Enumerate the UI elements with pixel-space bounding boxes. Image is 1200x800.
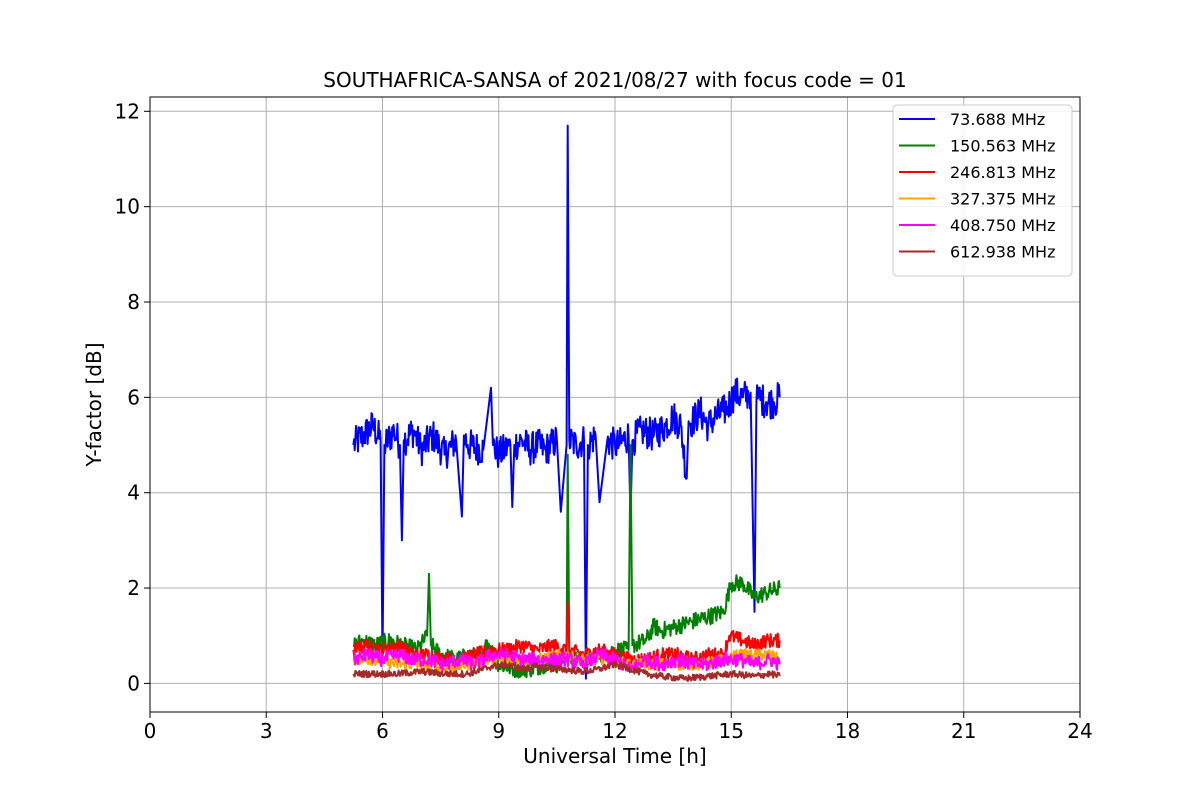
x-tick-label: 6 (376, 719, 389, 743)
legend-entry: 408.750 MHz (950, 216, 1055, 235)
y-tick-label: 6 (127, 385, 140, 409)
x-tick-label: 0 (144, 719, 157, 743)
y-axis-label: Y-factor [dB] (82, 342, 106, 467)
x-axis-label: Universal Time [h] (523, 744, 706, 768)
legend-entry: 246.813 MHz (950, 163, 1055, 182)
series-line (352, 647, 781, 673)
x-tick-label: 3 (260, 719, 273, 743)
chart-title: SOUTHAFRICA-SANSA of 2021/08/27 with foc… (323, 68, 907, 92)
y-tick-label: 0 (127, 671, 140, 695)
legend-entry: 327.375 MHz (950, 190, 1055, 209)
series-line (352, 124, 781, 680)
x-tick-label: 9 (492, 719, 505, 743)
y-tick-label: 8 (127, 290, 140, 314)
legend-box (892, 104, 1073, 277)
y-tick-label: 4 (127, 481, 140, 505)
legend-entry: 150.563 MHz (950, 137, 1055, 156)
legend: 73.688 MHz 150.563 MHz 246.813 MHz 327.375 … (892, 104, 1073, 277)
series-layer (352, 124, 781, 682)
x-tick-label: 24 (1067, 719, 1092, 743)
legend-entry: 73.688 MHz (950, 110, 1045, 129)
x-tick-label: 18 (835, 719, 860, 743)
x-tick-label: 15 (719, 719, 744, 743)
y-tick-label: 12 (115, 99, 140, 123)
y-tick-label: 10 (115, 195, 140, 219)
y-tick-label: 2 (127, 576, 140, 600)
x-tick-label: 21 (951, 719, 976, 743)
x-tick-label: 12 (602, 719, 627, 743)
series-line (352, 660, 781, 682)
legend-entry: 612.938 MHz (950, 243, 1055, 262)
